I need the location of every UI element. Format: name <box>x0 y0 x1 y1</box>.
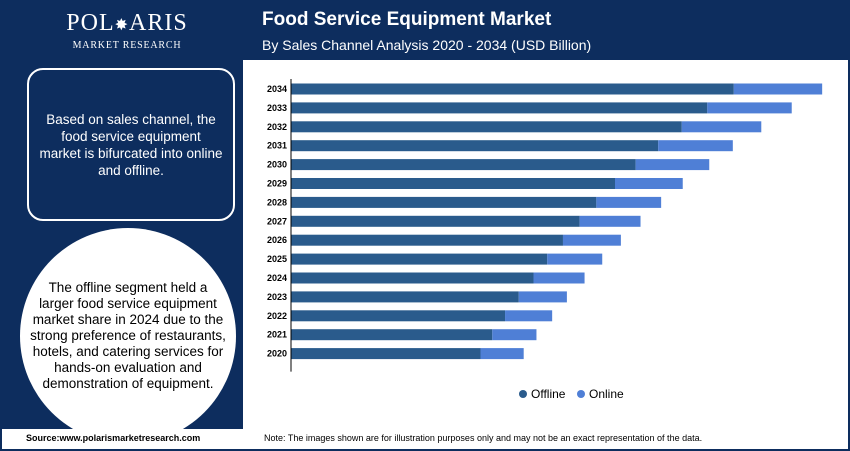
footer: Source:www.polarismarketresearch.com Not… <box>2 429 848 449</box>
brand-name-left: POL <box>66 10 115 36</box>
bar-offline-2021 <box>291 329 493 341</box>
year-label-2022: 2022 <box>267 311 287 321</box>
legend-label-online: Online <box>589 387 624 401</box>
description-text: Based on sales channel, the food service… <box>39 111 223 178</box>
bars-group: 2034 2033 2032 2031 2030 2029 2028 2027 2026 2025… <box>267 83 823 360</box>
year-label-2027: 2027 <box>267 216 287 226</box>
year-label-2034: 2034 <box>267 84 287 94</box>
bar-online-2029 <box>615 178 683 189</box>
bar-online-2025 <box>547 253 603 265</box>
year-label-2031: 2031 <box>267 141 287 151</box>
year-label-2029: 2029 <box>267 179 287 189</box>
year-label-2028: 2028 <box>267 197 287 207</box>
star-icon: ✸ <box>114 17 130 34</box>
bar-chart: 2034 2033 2032 2031 2030 2029 2028 2027 2026 2025… <box>267 79 823 401</box>
bar-online-2034 <box>733 83 823 95</box>
bar-online-2028 <box>596 196 662 208</box>
header-banner: Food Service Equipment Market By Sales C… <box>243 2 848 60</box>
year-label-2025: 2025 <box>267 254 287 264</box>
bar-online-2023 <box>518 291 567 303</box>
bar-online-2026 <box>562 234 621 246</box>
bar-offline-2033 <box>291 102 708 114</box>
bar-offline-2022 <box>291 310 506 322</box>
brand-logo: POL✸ARIS MARKET RESEARCH <box>42 10 212 51</box>
year-label-2023: 2023 <box>267 292 287 302</box>
brand-tagline: MARKET RESEARCH <box>72 40 182 51</box>
chart-title: Food Service Equipment Market <box>262 9 552 30</box>
bar-offline-2026 <box>291 234 563 246</box>
brand-name-right: ARIS <box>129 10 188 36</box>
bar-offline-2024 <box>291 272 534 284</box>
highlight-text: The offline segment held a larger food s… <box>30 280 226 391</box>
bar-online-2021 <box>492 329 537 341</box>
chart-subtitle: By Sales Channel Analysis 2020 - 2034 (U… <box>262 37 592 53</box>
year-label-2030: 2030 <box>267 160 287 170</box>
bar-offline-2028 <box>291 196 597 208</box>
brand-name: POL✸ARIS <box>42 10 212 39</box>
bar-online-2024 <box>533 272 585 284</box>
legend: Offline Online <box>519 387 624 401</box>
legend-label-offline: Offline <box>531 387 566 401</box>
disclaimer-note: Note: The images shown are for illustrat… <box>264 433 703 443</box>
bar-offline-2020 <box>291 348 481 360</box>
year-label-2026: 2026 <box>267 235 287 245</box>
bar-offline-2023 <box>291 291 519 303</box>
year-label-2032: 2032 <box>267 122 287 132</box>
bar-offline-2029 <box>291 178 615 189</box>
bar-online-2033 <box>707 102 792 114</box>
legend-marker-offline <box>519 390 527 398</box>
bar-online-2027 <box>579 215 641 227</box>
legend-marker-online <box>577 390 585 398</box>
bar-online-2022 <box>505 310 553 322</box>
year-label-2024: 2024 <box>267 273 287 283</box>
bar-offline-2031 <box>291 140 659 152</box>
bar-online-2031 <box>658 140 733 152</box>
bar-offline-2027 <box>291 215 580 227</box>
bar-online-2030 <box>635 159 710 171</box>
left-panel: POL✸ARIS MARKET RESEARCH Based on sales … <box>2 2 243 429</box>
bar-online-2032 <box>681 121 762 133</box>
bar-offline-2030 <box>291 159 636 171</box>
year-label-2033: 2033 <box>267 103 287 113</box>
description-box: Based on sales channel, the food service… <box>27 68 235 221</box>
bar-offline-2025 <box>291 253 548 265</box>
highlight-circle: The offline segment held a larger food s… <box>20 228 236 429</box>
bar-offline-2034 <box>291 83 734 95</box>
source-text: Source:www.polarismarketresearch.com <box>26 433 201 443</box>
bar-offline-2032 <box>291 121 682 133</box>
bar-online-2020 <box>480 348 524 360</box>
year-label-2021: 2021 <box>267 330 287 340</box>
year-label-2020: 2020 <box>267 349 287 359</box>
